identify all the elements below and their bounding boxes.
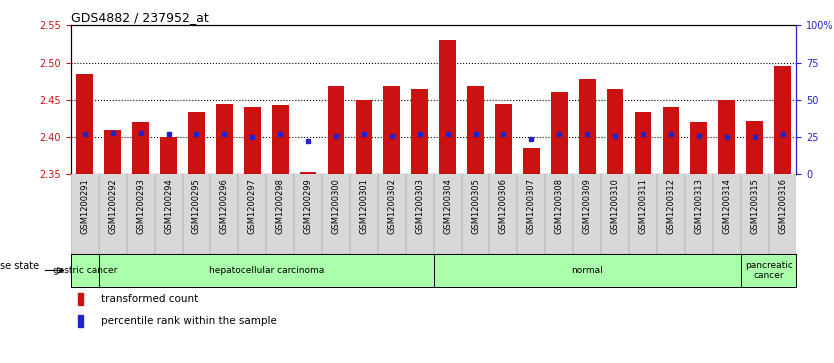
Bar [635,113,651,174]
Text: GSM1200311: GSM1200311 [639,178,647,234]
Bar [78,315,83,327]
Text: transformed count: transformed count [102,294,198,304]
Bar [355,100,372,174]
Bar [384,86,400,174]
Bar [662,107,679,174]
Text: GSM1200299: GSM1200299 [304,178,313,234]
Bar [579,79,595,174]
Text: percentile rank within the sample: percentile rank within the sample [102,316,277,326]
Text: GSM1200301: GSM1200301 [359,178,369,234]
Bar [188,113,205,174]
Bar [299,172,316,174]
Text: GSM1200306: GSM1200306 [499,178,508,234]
Text: GSM1200300: GSM1200300 [331,178,340,234]
Text: GSM1200314: GSM1200314 [722,178,731,234]
Bar [718,100,735,174]
Bar [244,107,261,174]
Bar [691,122,707,174]
FancyBboxPatch shape [71,254,98,287]
Text: GSM1200295: GSM1200295 [192,178,201,234]
Text: disease state: disease state [0,261,39,270]
Bar [133,122,149,174]
FancyBboxPatch shape [741,254,796,287]
Text: GSM1200293: GSM1200293 [136,178,145,234]
Text: GSM1200313: GSM1200313 [694,178,703,234]
Text: GSM1200309: GSM1200309 [583,178,591,234]
Bar [272,105,289,174]
Text: GSM1200298: GSM1200298 [276,178,284,234]
Bar [551,92,568,174]
Bar [328,86,344,174]
Text: GSM1200294: GSM1200294 [164,178,173,234]
Text: normal: normal [571,266,603,275]
Bar [467,86,484,174]
Bar [78,293,83,305]
Text: GSM1200297: GSM1200297 [248,178,257,234]
Text: GSM1200312: GSM1200312 [666,178,676,234]
FancyBboxPatch shape [434,254,741,287]
Bar [77,74,93,174]
Bar [104,130,121,174]
Bar [411,89,428,174]
Bar [495,103,512,174]
Text: GSM1200316: GSM1200316 [778,178,787,234]
Text: GSM1200304: GSM1200304 [443,178,452,234]
Bar [746,121,763,174]
Text: hepatocellular carcinoma: hepatocellular carcinoma [208,266,324,275]
Text: GSM1200296: GSM1200296 [220,178,229,234]
Bar [160,137,177,174]
Bar [440,40,456,174]
FancyBboxPatch shape [98,254,434,287]
Text: GSM1200291: GSM1200291 [80,178,89,234]
Text: GSM1200315: GSM1200315 [750,178,759,234]
Text: GDS4882 / 237952_at: GDS4882 / 237952_at [71,11,208,24]
Text: gastric cancer: gastric cancer [53,266,117,275]
Text: GSM1200308: GSM1200308 [555,178,564,234]
Text: GSM1200305: GSM1200305 [471,178,480,234]
Text: GSM1200302: GSM1200302 [387,178,396,234]
Text: GSM1200310: GSM1200310 [610,178,620,234]
Bar [606,89,624,174]
Text: GSM1200307: GSM1200307 [527,178,536,234]
Text: GSM1200292: GSM1200292 [108,178,118,234]
Bar [523,148,540,174]
Text: pancreatic
cancer: pancreatic cancer [745,261,792,280]
Text: GSM1200303: GSM1200303 [415,178,425,234]
Bar [216,103,233,174]
Bar [774,66,791,174]
